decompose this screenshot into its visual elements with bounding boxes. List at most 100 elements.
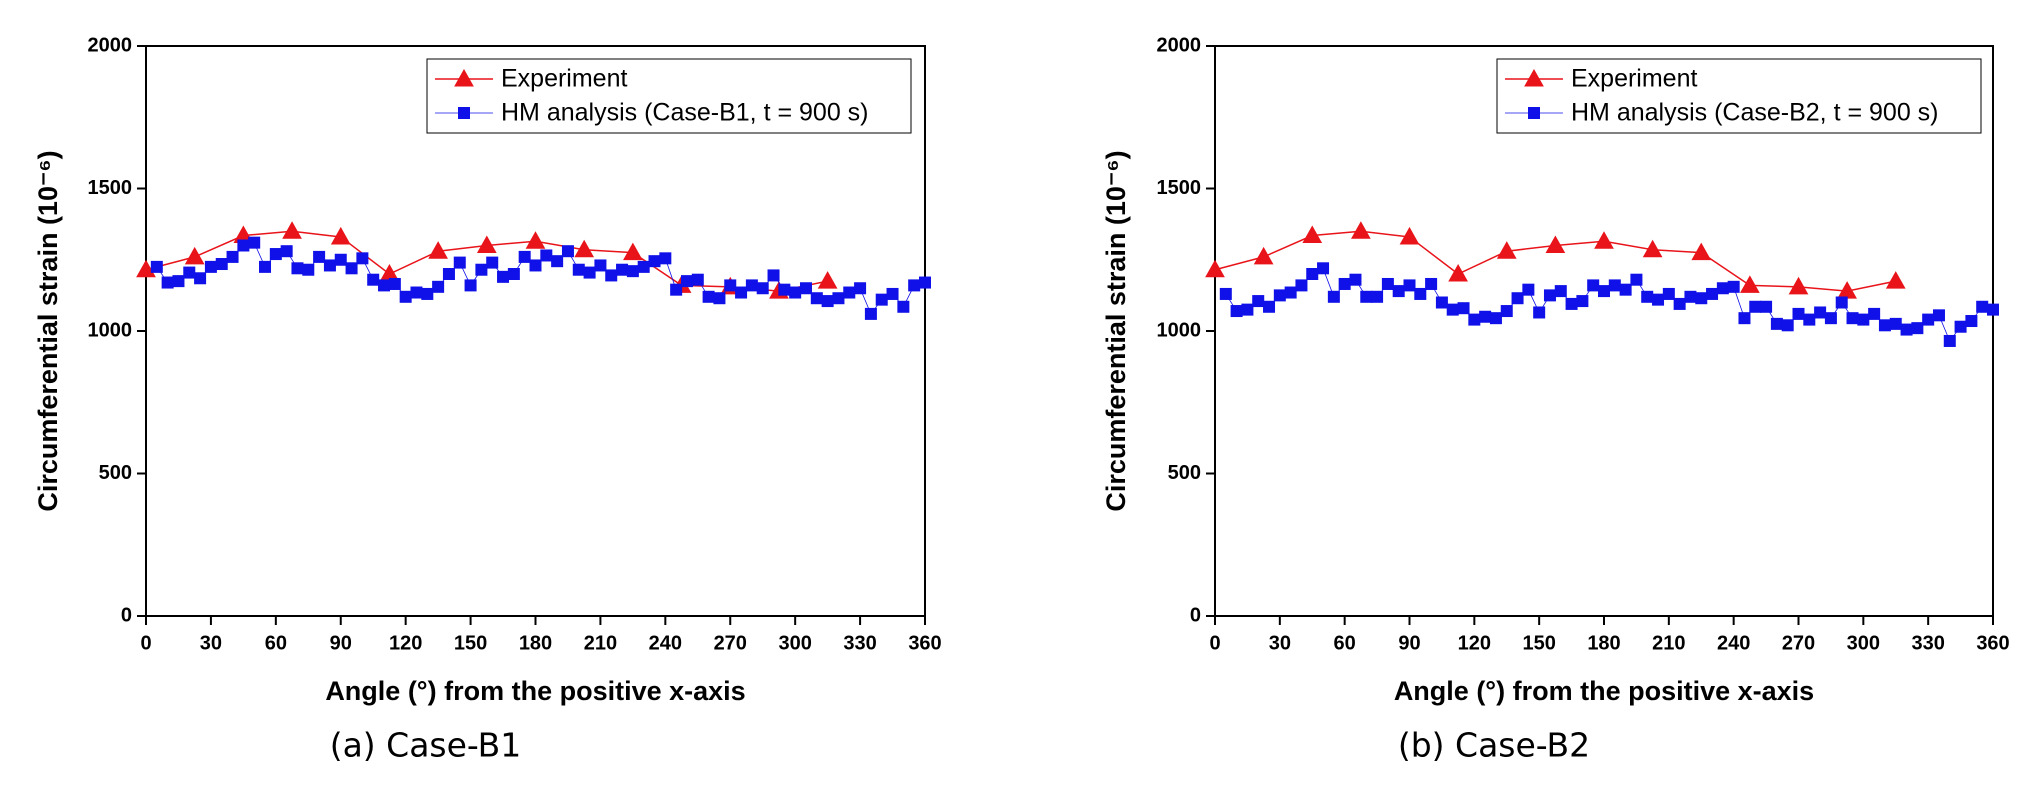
- data-point: [226, 250, 239, 263]
- legend-label: Experiment: [501, 65, 627, 93]
- legend-marker: [1528, 107, 1540, 119]
- y-tick-label: 0: [121, 604, 132, 626]
- data-point: [1814, 306, 1827, 319]
- data-point: [778, 283, 791, 296]
- data-point: [453, 256, 466, 269]
- data-point: [540, 249, 553, 262]
- data-point: [1976, 300, 1989, 313]
- data-point: [1219, 287, 1232, 300]
- data-point: [919, 276, 931, 289]
- data-point: [1349, 273, 1362, 286]
- data-point: [756, 282, 769, 295]
- y-tick-label: 2000: [88, 34, 133, 56]
- x-tick-label: 90: [1398, 632, 1420, 654]
- data-point: [854, 282, 867, 295]
- data-point: [323, 259, 336, 272]
- data-point: [1835, 296, 1848, 309]
- data-point: [1448, 263, 1468, 282]
- data-point: [1302, 225, 1323, 244]
- data-point: [1695, 292, 1708, 305]
- data-point: [1565, 297, 1578, 310]
- data-point: [1468, 313, 1481, 326]
- legend-marker: [1524, 68, 1544, 87]
- data-point: [832, 292, 845, 305]
- data-point: [215, 258, 228, 271]
- data-point: [594, 259, 607, 272]
- data-point: [204, 260, 217, 273]
- data-point: [259, 260, 272, 273]
- data-point: [1740, 275, 1760, 293]
- data-point: [908, 279, 921, 292]
- data-point: [1496, 241, 1517, 259]
- data-point: [1511, 292, 1524, 305]
- data-point: [486, 256, 499, 269]
- data-point: [1691, 242, 1712, 261]
- x-tick-label: 180: [519, 632, 552, 654]
- data-point: [1545, 235, 1566, 253]
- data-point: [1619, 283, 1632, 296]
- data-point: [1230, 305, 1243, 318]
- data-point: [637, 260, 650, 273]
- x-tick-label: 210: [1652, 632, 1685, 654]
- data-point: [1317, 262, 1330, 275]
- data-point: [1252, 295, 1265, 308]
- y-tick-label: 1500: [1157, 177, 1202, 199]
- data-point: [1781, 319, 1794, 332]
- data-point: [670, 283, 683, 296]
- data-point: [1738, 312, 1751, 325]
- y-tick-label: 1500: [88, 177, 133, 199]
- x-tick-label: 240: [649, 632, 682, 654]
- data-point: [745, 279, 758, 292]
- data-point: [529, 259, 542, 272]
- data-point: [789, 286, 802, 299]
- x-tick-label: 120: [389, 632, 422, 654]
- x-tick-label: 330: [1911, 632, 1944, 654]
- data-point: [1425, 277, 1438, 290]
- data-point: [194, 272, 207, 285]
- data-point: [313, 250, 326, 263]
- data-point: [1788, 276, 1809, 295]
- data-point: [1399, 226, 1420, 245]
- data-point: [428, 241, 448, 259]
- data-point: [1652, 293, 1665, 306]
- chart: 0 30 60 90 120 150 180 210 240 270 300 330 360 0 500 10…: [33, 34, 942, 764]
- data-point: [1900, 323, 1913, 336]
- data-point: [476, 235, 497, 253]
- data-point: [1533, 306, 1546, 319]
- data-point: [1889, 317, 1902, 330]
- data-point: [497, 270, 510, 283]
- caption: (a) Case-B1: [330, 726, 522, 765]
- data-point: [302, 263, 315, 276]
- data-point: [184, 246, 205, 265]
- data-point: [150, 260, 163, 273]
- data-point: [1641, 290, 1654, 303]
- data-point: [1727, 280, 1740, 293]
- data-point: [1338, 277, 1351, 290]
- caption: (b) Case-B2: [1398, 726, 1590, 765]
- x-tick-label: 0: [140, 632, 151, 654]
- legend-label: HM analysis (Case-B1, t = 900 s): [501, 99, 869, 127]
- data-point: [1911, 322, 1924, 335]
- data-point: [1878, 319, 1891, 332]
- data-point: [1381, 277, 1394, 290]
- data-point: [388, 277, 401, 290]
- data-point: [1943, 334, 1956, 347]
- data-point: [1803, 313, 1816, 326]
- y-axis-label: Circumferential strain (10⁻⁶): [1101, 150, 1131, 511]
- data-point: [410, 286, 423, 299]
- data-point: [735, 286, 748, 299]
- x-tick-label: 0: [1209, 632, 1220, 654]
- data-point: [817, 271, 838, 289]
- data-point: [659, 252, 672, 265]
- data-point: [1500, 305, 1513, 318]
- legend-marker: [458, 107, 470, 119]
- data-point: [886, 287, 899, 300]
- data-point: [1846, 312, 1859, 325]
- data-point: [574, 239, 595, 258]
- data-point: [583, 266, 596, 279]
- data-point: [1414, 287, 1427, 300]
- data-point: [767, 269, 780, 282]
- legend-label: HM analysis (Case-B2, t = 900 s): [1571, 99, 1939, 127]
- x-tick-label: 270: [1782, 632, 1815, 654]
